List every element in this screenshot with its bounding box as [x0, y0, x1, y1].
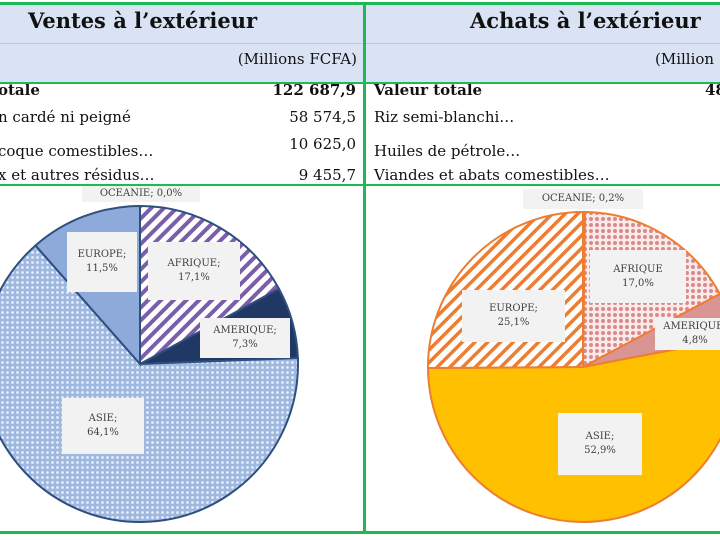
row-value: 9 455,7: [298, 166, 356, 184]
right-unit: (Million: [655, 50, 715, 68]
row-label: otale: [0, 81, 40, 99]
label-amerique: AMERIQUE; 7,3%: [200, 318, 290, 358]
row-label: Huiles de pétrole…: [374, 142, 521, 160]
row-label: Riz semi-blanchi…: [374, 108, 515, 126]
label-oceanie: OCEANIE; 0,2%: [523, 189, 643, 209]
row-label: Valeur totale: [374, 81, 483, 99]
header-divider: [0, 43, 720, 44]
label-europe: EUROPE; 11,5%: [67, 232, 137, 292]
left-unit: (Millions FCFA): [237, 50, 357, 68]
border-middle: [363, 2, 366, 534]
row-value: 122 687,9: [272, 81, 356, 99]
border-header: [0, 82, 720, 84]
row-label: x et autres résidus…: [0, 166, 155, 184]
label-afrique: AFRIQUE; 17,1%: [148, 242, 240, 300]
row-label: coque comestibles…: [0, 142, 154, 160]
row-value: 10 625,0: [289, 135, 356, 153]
row-label: n cardé ni peigné: [0, 108, 131, 126]
border-bottom: [0, 531, 720, 534]
right-title: Achats à l’extérieur: [470, 8, 701, 33]
row-value: 58 574,5: [289, 108, 356, 126]
border-top: [0, 2, 720, 5]
label-afrique: AFRIQUE 17,0%: [590, 250, 686, 303]
border-table: [0, 184, 720, 186]
label-oceanie: OCEANIE; 0,0%: [82, 185, 200, 202]
label-asie: ASIE; 64,1%: [62, 398, 144, 454]
row-value: 48: [705, 81, 720, 99]
left-title: Ventes à l’extérieur: [28, 8, 258, 33]
label-europe: EUROPE; 25,1%: [462, 290, 565, 342]
label-amerique: AMERIQUE;4,8%: [655, 318, 720, 350]
label-asie: ASIE; 52,9%: [558, 413, 642, 475]
row-label: Viandes et abats comestibles…: [374, 166, 610, 184]
